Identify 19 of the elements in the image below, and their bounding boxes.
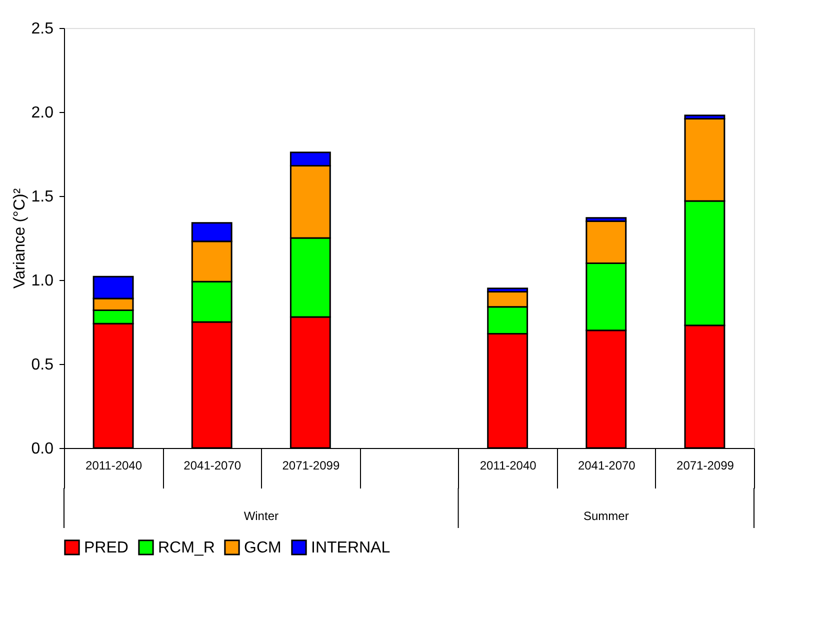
y-tick-label: 0.0 xyxy=(31,440,54,458)
y-tick-label: 2.0 xyxy=(31,104,54,122)
y-tick-label: 1.5 xyxy=(31,188,54,206)
x-tick-label: 2071-2099 xyxy=(676,458,734,472)
text: Summer xyxy=(583,509,629,523)
x-tick-label: 2011-2040 xyxy=(86,458,142,472)
y-axis-title: Variance (°C)² xyxy=(11,188,28,289)
legend-label: GCM xyxy=(244,539,282,556)
x-tick-label: 2011-2040 xyxy=(480,458,537,472)
legend-label: RCM_R xyxy=(158,539,215,556)
text: Winter xyxy=(244,509,278,523)
y-tick-label: 1.0 xyxy=(31,272,54,290)
y-tick-label: 2.5 xyxy=(31,20,54,38)
legend-label: INTERNAL xyxy=(311,539,390,556)
y-tick-label: 0.5 xyxy=(31,356,54,374)
x-tick-label: 2071-2099 xyxy=(282,458,340,472)
x-tick-label: 2041-2070 xyxy=(184,458,242,472)
legend-label: PRED xyxy=(84,539,128,556)
x-tick-label: 2041-2070 xyxy=(578,458,636,472)
